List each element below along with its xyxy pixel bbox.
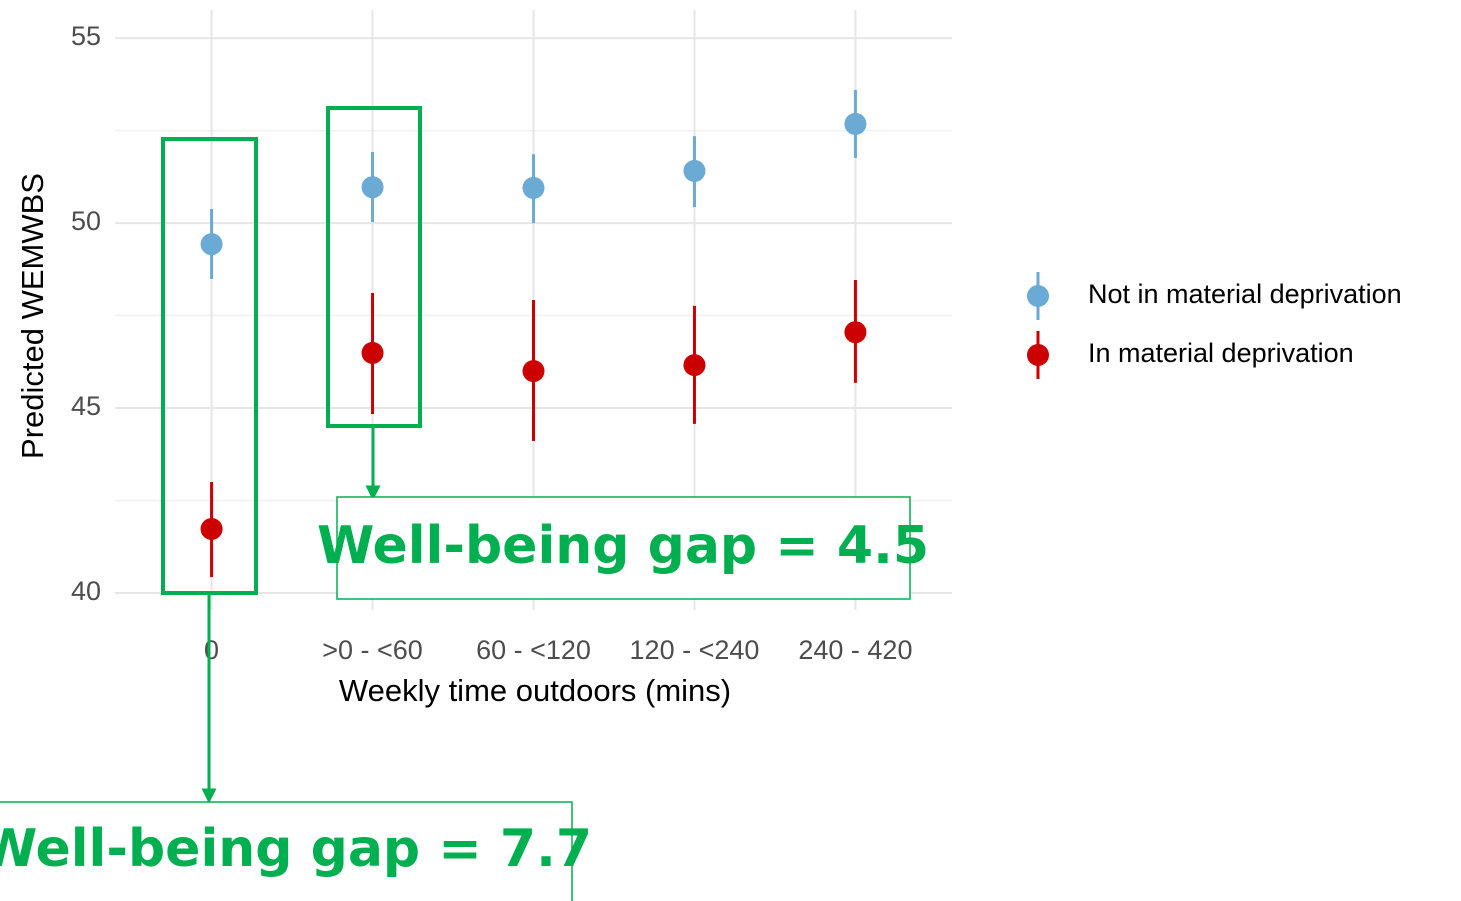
marks [200, 89, 867, 578]
x-tick-label: 60 - <120 [476, 635, 591, 665]
annotation: Well-being gap = 7.7 [0, 819, 592, 879]
point [683, 159, 706, 182]
x-tick-label: 0 [204, 635, 219, 665]
point [844, 112, 867, 135]
point [200, 517, 223, 540]
x-tick-label: >0 - <60 [322, 635, 423, 665]
y-axis-title: Predicted WEMWBS [15, 173, 50, 459]
legend: Not in material deprivation In material d… [1027, 272, 1402, 379]
annotation: Well-being gap = 4.5 [317, 516, 929, 576]
point [200, 233, 223, 256]
point [844, 321, 867, 344]
y-tick-label: 55 [71, 21, 101, 51]
point [361, 341, 384, 364]
y-tick-label: 50 [71, 206, 101, 236]
y-tick-label: 40 [71, 576, 101, 606]
x-tick-label: 120 - <240 [630, 635, 760, 665]
point [361, 176, 384, 199]
legend-label: Not in material deprivation [1088, 279, 1402, 309]
legend-point [1027, 285, 1049, 307]
x-tick-label: 240 - 420 [798, 635, 912, 665]
annotation-box [336, 496, 911, 600]
x-axis-title: Weekly time outdoors (mins) [339, 673, 731, 708]
legend-point [1027, 344, 1049, 366]
annotation-box [0, 801, 573, 901]
point [522, 360, 545, 383]
legend-label: In material deprivation [1088, 338, 1354, 368]
point [522, 176, 545, 199]
y-tick-label: 45 [71, 391, 101, 421]
point [683, 354, 706, 377]
